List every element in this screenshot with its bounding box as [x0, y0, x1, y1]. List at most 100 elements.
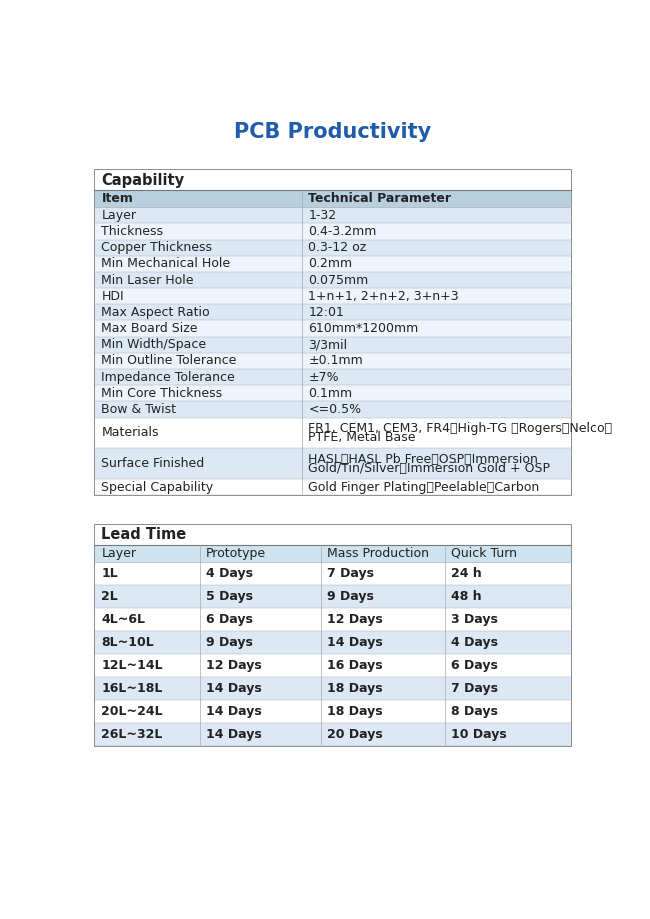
Text: 7 Days: 7 Days — [451, 682, 498, 695]
Text: 5 Days: 5 Days — [206, 590, 253, 603]
Text: 12L~14L: 12L~14L — [101, 659, 163, 672]
Text: 4 Days: 4 Days — [206, 566, 253, 580]
Text: 14 Days: 14 Days — [206, 705, 262, 718]
Text: 0.3-12 oz: 0.3-12 oz — [308, 241, 367, 255]
Text: 8 Days: 8 Days — [451, 705, 498, 718]
Text: Mass Production: Mass Production — [328, 547, 430, 560]
FancyBboxPatch shape — [95, 607, 571, 630]
Text: Surface Finished: Surface Finished — [101, 458, 205, 471]
FancyBboxPatch shape — [95, 353, 571, 369]
FancyBboxPatch shape — [95, 584, 571, 607]
FancyBboxPatch shape — [95, 417, 571, 448]
Text: Layer: Layer — [101, 547, 136, 560]
Text: Min Width/Space: Min Width/Space — [101, 338, 207, 351]
Text: Gold Finger Plating、Peelable、Carbon: Gold Finger Plating、Peelable、Carbon — [308, 481, 540, 494]
Text: 0.075mm: 0.075mm — [308, 274, 369, 287]
Text: Min Core Thickness: Min Core Thickness — [101, 387, 222, 400]
Text: 9 Days: 9 Days — [328, 590, 374, 603]
FancyBboxPatch shape — [95, 385, 571, 402]
Text: 16L~18L: 16L~18L — [101, 682, 162, 695]
Text: Max Aspect Ratio: Max Aspect Ratio — [101, 306, 210, 319]
Text: 20 Days: 20 Days — [328, 728, 384, 742]
FancyBboxPatch shape — [95, 170, 571, 495]
Text: 14 Days: 14 Days — [206, 682, 262, 695]
FancyBboxPatch shape — [95, 525, 571, 545]
FancyBboxPatch shape — [95, 369, 571, 385]
Text: Min Mechanical Hole: Min Mechanical Hole — [101, 257, 231, 270]
Text: 4 Days: 4 Days — [451, 636, 498, 649]
Text: 18 Days: 18 Days — [328, 682, 383, 695]
Text: 0.1mm: 0.1mm — [308, 387, 352, 400]
FancyBboxPatch shape — [95, 448, 571, 479]
Text: Prototype: Prototype — [206, 547, 266, 560]
FancyBboxPatch shape — [95, 289, 571, 304]
FancyBboxPatch shape — [95, 479, 571, 495]
FancyBboxPatch shape — [95, 545, 571, 562]
FancyBboxPatch shape — [95, 223, 571, 240]
Text: FR1, CEM1, CEM3, FR4、High-TG 、Rogers、Nelco、: FR1, CEM1, CEM3, FR4、High-TG 、Rogers、Nel… — [308, 422, 612, 435]
FancyBboxPatch shape — [95, 525, 571, 746]
Text: 0.4-3.2mm: 0.4-3.2mm — [308, 225, 377, 238]
Text: 14 Days: 14 Days — [328, 636, 384, 649]
FancyBboxPatch shape — [95, 272, 571, 289]
FancyBboxPatch shape — [95, 723, 571, 746]
Text: 0.2mm: 0.2mm — [308, 257, 352, 270]
Text: PTFE, Metal Base: PTFE, Metal Base — [308, 431, 416, 444]
Text: 12 Days: 12 Days — [328, 613, 384, 626]
Text: Technical Parameter: Technical Parameter — [308, 192, 451, 205]
Text: 18 Days: 18 Days — [328, 705, 383, 718]
Text: 14 Days: 14 Days — [206, 728, 262, 742]
Text: Max Board Size: Max Board Size — [101, 322, 198, 335]
FancyBboxPatch shape — [95, 402, 571, 417]
Text: PCB Productivity: PCB Productivity — [235, 122, 432, 142]
FancyBboxPatch shape — [95, 208, 571, 223]
Text: 26L~32L: 26L~32L — [101, 728, 162, 742]
Text: Materials: Materials — [101, 426, 159, 439]
FancyBboxPatch shape — [95, 304, 571, 321]
Text: 1L: 1L — [101, 566, 118, 580]
Text: ±0.1mm: ±0.1mm — [308, 355, 363, 368]
FancyBboxPatch shape — [95, 240, 571, 255]
Text: ±7%: ±7% — [308, 370, 339, 383]
Text: 1-32: 1-32 — [308, 209, 337, 221]
Text: 48 h: 48 h — [451, 590, 482, 603]
Text: 12 Days: 12 Days — [206, 659, 262, 672]
Text: Copper Thickness: Copper Thickness — [101, 241, 213, 255]
Text: <=0.5%: <=0.5% — [308, 403, 361, 416]
Text: Capability: Capability — [101, 173, 185, 187]
Text: Lead Time: Lead Time — [101, 528, 187, 542]
Text: 7 Days: 7 Days — [328, 566, 374, 580]
FancyBboxPatch shape — [95, 321, 571, 336]
Text: HASL、HASL Pb Free、OSP、Immersion: HASL、HASL Pb Free、OSP、Immersion — [308, 452, 538, 466]
Text: 8L~10L: 8L~10L — [101, 636, 154, 649]
Text: 4L~6L: 4L~6L — [101, 613, 146, 626]
Text: Thickness: Thickness — [101, 225, 163, 238]
FancyBboxPatch shape — [95, 255, 571, 272]
Text: 24 h: 24 h — [451, 566, 482, 580]
Text: Special Capability: Special Capability — [101, 481, 213, 494]
Text: 610mm*1200mm: 610mm*1200mm — [308, 322, 419, 335]
Text: 9 Days: 9 Days — [206, 636, 253, 649]
Text: 3/3mil: 3/3mil — [308, 338, 348, 351]
FancyBboxPatch shape — [95, 630, 571, 654]
Text: Min Laser Hole: Min Laser Hole — [101, 274, 194, 287]
Text: 12:01: 12:01 — [308, 306, 344, 319]
Text: 10 Days: 10 Days — [451, 728, 507, 742]
Text: 6 Days: 6 Days — [451, 659, 498, 672]
Text: 3 Days: 3 Days — [451, 613, 498, 626]
FancyBboxPatch shape — [95, 677, 571, 700]
Text: 2L: 2L — [101, 590, 118, 603]
Text: Item: Item — [101, 192, 133, 205]
Text: 20L~24L: 20L~24L — [101, 705, 163, 718]
Text: HDI: HDI — [101, 289, 124, 302]
Text: Quick Turn: Quick Turn — [451, 547, 517, 560]
Text: Min Outline Tolerance: Min Outline Tolerance — [101, 355, 237, 368]
Text: 1+n+1, 2+n+2, 3+n+3: 1+n+1, 2+n+2, 3+n+3 — [308, 289, 459, 302]
FancyBboxPatch shape — [95, 562, 571, 584]
Text: Gold/Tin/Silver、Immersion Gold + OSP: Gold/Tin/Silver、Immersion Gold + OSP — [308, 462, 551, 475]
Text: Bow & Twist: Bow & Twist — [101, 403, 176, 416]
Text: Layer: Layer — [101, 209, 136, 221]
FancyBboxPatch shape — [95, 170, 571, 190]
FancyBboxPatch shape — [95, 190, 571, 208]
Text: 6 Days: 6 Days — [206, 613, 253, 626]
